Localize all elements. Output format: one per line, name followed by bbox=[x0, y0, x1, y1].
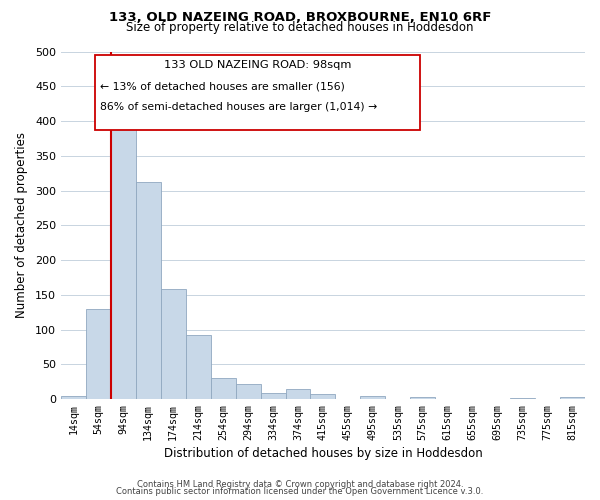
X-axis label: Distribution of detached houses by size in Hoddesdon: Distribution of detached houses by size … bbox=[164, 447, 482, 460]
Text: Contains public sector information licensed under the Open Government Licence v.: Contains public sector information licen… bbox=[116, 488, 484, 496]
Y-axis label: Number of detached properties: Number of detached properties bbox=[15, 132, 28, 318]
Bar bbox=[61, 396, 86, 399]
FancyBboxPatch shape bbox=[95, 55, 420, 130]
Bar bbox=[560, 397, 585, 399]
Text: Contains HM Land Registry data © Crown copyright and database right 2024.: Contains HM Land Registry data © Crown c… bbox=[137, 480, 463, 489]
Bar bbox=[361, 396, 385, 399]
Text: 86% of semi-detached houses are larger (1,014) →: 86% of semi-detached houses are larger (… bbox=[100, 102, 377, 112]
Bar bbox=[161, 290, 186, 399]
Bar bbox=[286, 389, 310, 399]
Text: 133, OLD NAZEING ROAD, BROXBOURNE, EN10 6RF: 133, OLD NAZEING ROAD, BROXBOURNE, EN10 … bbox=[109, 11, 491, 24]
Text: Size of property relative to detached houses in Hoddesdon: Size of property relative to detached ho… bbox=[126, 21, 474, 34]
Bar bbox=[236, 384, 260, 399]
Bar bbox=[410, 397, 435, 399]
Bar bbox=[136, 182, 161, 399]
Bar bbox=[260, 393, 286, 399]
Bar bbox=[310, 394, 335, 399]
Bar bbox=[510, 398, 535, 399]
Bar bbox=[186, 335, 211, 399]
Bar bbox=[211, 378, 236, 399]
Text: 133 OLD NAZEING ROAD: 98sqm: 133 OLD NAZEING ROAD: 98sqm bbox=[164, 60, 351, 70]
Bar bbox=[111, 114, 136, 399]
Bar bbox=[86, 309, 111, 399]
Text: ← 13% of detached houses are smaller (156): ← 13% of detached houses are smaller (15… bbox=[100, 81, 345, 91]
